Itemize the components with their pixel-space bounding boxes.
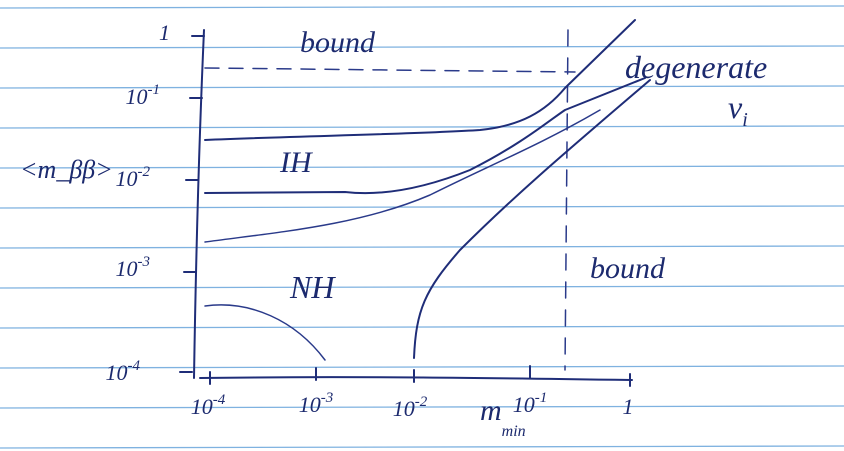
x-tick-label: 10-3 <box>299 390 334 417</box>
region-label: νi <box>728 89 748 131</box>
region-label: IH <box>279 146 314 179</box>
tick-base: 1 <box>623 394 634 419</box>
y-axis <box>194 30 204 378</box>
region-label: degenerate <box>625 49 767 85</box>
tick-base: 10 <box>191 394 213 419</box>
nh-lower-right <box>414 80 650 358</box>
tick-exponent: -2 <box>138 164 151 180</box>
cosmology-bound <box>205 68 575 72</box>
tick-base: 10 <box>116 256 138 281</box>
tick-exponent: -2 <box>415 394 428 410</box>
y-tick-label: 10-1 <box>126 82 161 109</box>
x-tick-label: 10-2 <box>393 394 428 421</box>
x-axis <box>200 377 632 380</box>
x-ticks <box>210 366 630 386</box>
tick-exponent: -4 <box>128 358 141 374</box>
y-ticks <box>180 36 204 372</box>
ih-upper <box>205 20 635 140</box>
tick-exponent: -1 <box>535 390 548 406</box>
y-axis-label: <m_ββ> <box>20 155 113 184</box>
sketch: <m_ββ> 110-110-210-310-4 10-410-310-210-… <box>0 0 844 451</box>
tick-exponent: -3 <box>321 390 334 406</box>
tick-base: 10 <box>126 84 148 109</box>
x-tick-label: 10-4 <box>191 392 226 419</box>
x-tick-label: 10-1 <box>513 390 548 417</box>
page: <m_ββ> 110-110-210-310-4 10-410-310-210-… <box>0 0 844 451</box>
y-tick-label: 10-2 <box>116 164 151 191</box>
x-tick-label: 1 <box>623 394 634 419</box>
tick-exponent: -3 <box>138 254 151 270</box>
tick-base: 1 <box>159 20 170 45</box>
ih-lower <box>205 78 645 193</box>
y-tick-label: 10-4 <box>106 358 141 385</box>
y-tick-label: 10-3 <box>116 254 151 281</box>
tick-base: 10 <box>513 392 535 417</box>
tick-base: 10 <box>116 166 138 191</box>
mass-bound <box>565 30 568 370</box>
tick-base: 10 <box>393 396 415 421</box>
region-label: NH <box>289 269 336 305</box>
region-label: bound <box>300 26 376 59</box>
tick-base: 10 <box>299 392 321 417</box>
y-tick-label: 1 <box>159 20 170 45</box>
tick-exponent: -4 <box>213 392 226 408</box>
nh-lower-left <box>205 305 325 360</box>
region-label: bound <box>590 252 666 285</box>
tick-base: 10 <box>106 360 128 385</box>
tick-exponent: -1 <box>148 82 161 98</box>
nh-upper <box>205 110 600 242</box>
